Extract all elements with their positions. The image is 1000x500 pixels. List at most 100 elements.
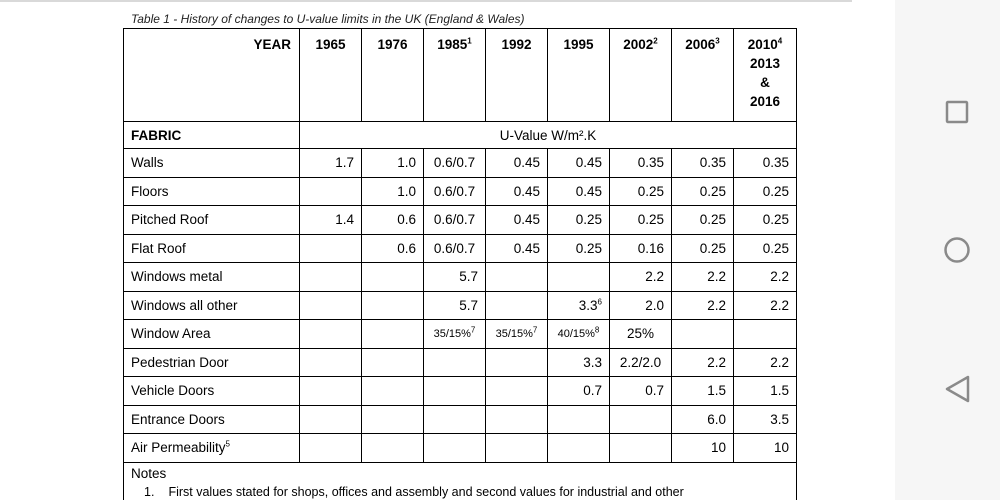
year-value: 2010: [747, 37, 778, 52]
row-label: Air Permeability: [131, 440, 226, 456]
value-cell: [299, 262, 362, 292]
value-cell: [361, 404, 424, 434]
value-cell: 0.6/0.7: [423, 148, 486, 178]
cell-value: 2.2: [770, 269, 789, 285]
cell-value: 0.35: [762, 155, 789, 171]
value-cell: 35/15%7: [423, 319, 486, 349]
footnote-ref: 6: [597, 297, 602, 307]
value-cell: 40/15%8: [547, 319, 610, 349]
value-cell: 1.5: [733, 376, 797, 406]
cell-value: 2.2: [707, 297, 726, 313]
year-cell: 1965: [299, 28, 362, 122]
value-cell: 0.45: [547, 176, 610, 206]
value-cell: 0.6/0.7: [423, 176, 486, 206]
value-cell: 1.5: [671, 376, 734, 406]
back-button[interactable]: [940, 372, 974, 406]
value-cell: [485, 262, 548, 292]
notes-cell: Notes 1. First values stated for shops, of…: [123, 461, 797, 500]
year-label-cell: YEAR: [123, 28, 300, 122]
recents-button[interactable]: [940, 95, 974, 129]
row-label-cell: Entrance Doors: [123, 404, 300, 434]
unit-label: U-Value W/m².K: [499, 127, 597, 143]
cell-value: 1.5: [770, 383, 789, 399]
cell-value: 0.45: [513, 212, 540, 228]
value-cell: [361, 290, 424, 320]
value-cell: [547, 262, 610, 292]
cell-value: 0.6/0.7: [433, 183, 476, 199]
year-cell: 20022: [609, 28, 672, 122]
cell-value: 2.2/2.0: [619, 354, 662, 370]
cell-value: 0.25: [762, 212, 789, 228]
value-cell: 0.25: [733, 176, 797, 206]
back-icon: [945, 375, 970, 403]
cell-value: 2.2: [770, 297, 789, 313]
value-cell: 2.2: [671, 290, 734, 320]
document-view[interactable]: Table 1 - History of changes to U-value …: [0, 0, 895, 500]
value-cell: 1.0: [361, 148, 424, 178]
value-cell: 0.25: [547, 205, 610, 235]
table-row: Windows metal 5.7 2.2 2.2 2.2: [123, 262, 797, 292]
unit-cell: U-Value W/m².K: [299, 121, 797, 149]
cell-value: 0.45: [513, 240, 540, 256]
cell-value: 0.25: [699, 212, 726, 228]
row-label-cell: Windows all other: [123, 290, 300, 320]
fabric-row: FABRIC U-Value W/m².K: [123, 121, 797, 149]
value-cell: [423, 433, 486, 463]
value-cell: 0.25: [733, 205, 797, 235]
table-row: Pitched Roof 1.4 0.6 0.6/0.7 0.45 0.25 0.25 0.2…: [123, 205, 797, 235]
cell-value: 1.7: [335, 155, 354, 171]
note-text: First values stated for shops, offices a…: [168, 484, 684, 499]
row-label-cell: Vehicle Doors: [123, 376, 300, 406]
cell-value: 3.5: [770, 411, 789, 427]
cell-value: 0.6/0.7: [433, 212, 476, 228]
footnote-ref: 7: [470, 325, 476, 335]
year-cell: 19851: [423, 28, 486, 122]
value-cell: [361, 376, 424, 406]
table-row: Windows all other 5.7 3.36 2.0 2.2 2.2: [123, 290, 797, 320]
footnote-ref: 7: [532, 325, 538, 335]
year-header-row: YEAR 1965 1976 19851 1992 1995 20022 20063 20104…: [123, 28, 797, 122]
cell-value: 2.2: [645, 269, 664, 285]
value-cell: [423, 376, 486, 406]
footnote-ref: 5: [225, 439, 230, 449]
cell-value: 10: [773, 440, 789, 456]
home-icon: [944, 237, 970, 263]
cell-value: 6.0: [707, 411, 726, 427]
cell-value: 0.25: [699, 240, 726, 256]
value-cell: 0.25: [609, 176, 672, 206]
cell-value: 0.6/0.7: [433, 155, 476, 171]
value-cell: 0.25: [671, 176, 734, 206]
year-value: 1985: [437, 37, 468, 52]
cell-value: 0.45: [513, 183, 540, 199]
cell-value: 35/15%: [495, 327, 533, 340]
year-value: 1992: [501, 37, 532, 52]
row-label-cell: Pedestrian Door: [123, 347, 300, 377]
table-row: Air Permeability5 10 10: [123, 433, 797, 463]
cell-value: 3.3: [583, 354, 602, 370]
value-cell: 25%: [609, 319, 672, 349]
u-value-table: YEAR 1965 1976 19851 1992 1995 20022 20063 20104…: [123, 28, 797, 500]
value-cell: 1.0: [361, 176, 424, 206]
year-cell: 1976: [361, 28, 424, 122]
recents-icon: [945, 100, 969, 124]
cell-value: 0.25: [762, 240, 789, 256]
cell-value: 2.2: [707, 354, 726, 370]
note-item: 1. First values stated for shops, offices…: [131, 485, 790, 499]
home-button[interactable]: [940, 233, 974, 267]
row-label: Walls: [131, 155, 164, 171]
value-cell: 10: [671, 433, 734, 463]
notes-title: Notes: [131, 465, 167, 481]
row-label: Flat Roof: [131, 240, 186, 256]
value-cell: 3.3: [547, 347, 610, 377]
value-cell: 2.2: [671, 262, 734, 292]
cell-value: 10: [710, 440, 726, 456]
value-cell: 0.45: [485, 233, 548, 263]
value-cell: [547, 433, 610, 463]
cell-value: 0.45: [575, 155, 602, 171]
value-cell: 1.4: [299, 205, 362, 235]
cell-value: 5.7: [459, 269, 478, 285]
value-cell: [423, 347, 486, 377]
value-cell: 0.35: [671, 148, 734, 178]
cell-value: 1.0: [397, 183, 416, 199]
cell-value: 0.45: [513, 155, 540, 171]
